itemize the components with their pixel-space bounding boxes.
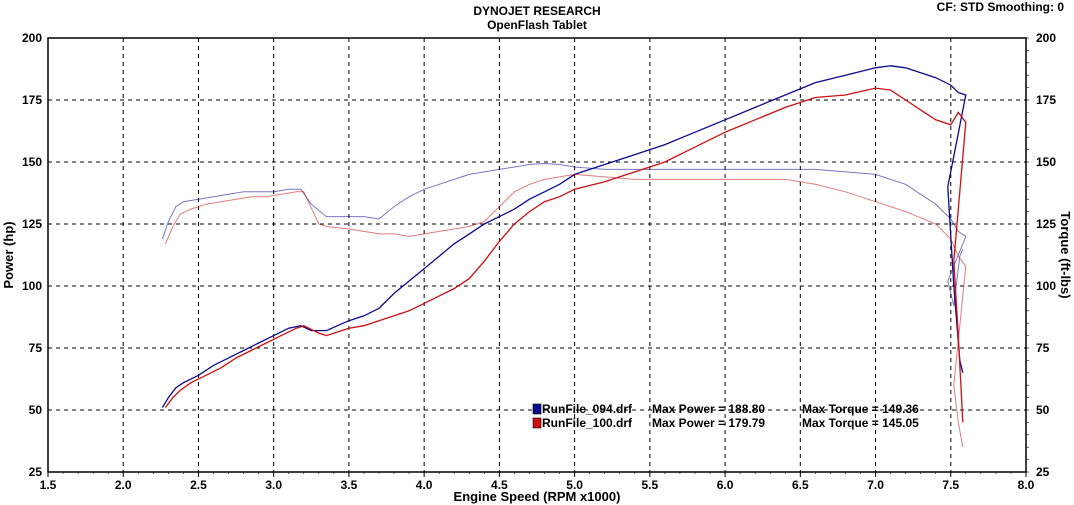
y2-tick-label: 50 [1036, 403, 1050, 417]
y2-tick-label: 175 [1036, 93, 1056, 107]
y-axis-label: Power (hp) [1, 221, 16, 288]
y2-tick-label: 150 [1036, 155, 1056, 169]
torque-line-1 [161, 162, 967, 306]
y2-tick-label: 200 [1036, 31, 1056, 45]
legend-file-name: RunFile_094.drf [542, 402, 633, 416]
y-tick-label: 100 [22, 279, 42, 293]
plot-area [47, 37, 1027, 473]
x-tick-label: 6.5 [792, 478, 809, 492]
y-tick-label: 200 [22, 31, 42, 45]
x-tick-label: 3.5 [341, 478, 358, 492]
legend-max-torque: Max Torque = 145.05 [802, 416, 919, 430]
x-tick-label: 3.0 [265, 478, 282, 492]
legend-max-power: Max Power = 188.80 [652, 402, 765, 416]
x-tick-label: 4.5 [491, 478, 508, 492]
y2-tick-label: 75 [1036, 341, 1050, 355]
x-tick-label: 7.5 [942, 478, 959, 492]
y2-tick-label: 125 [1036, 217, 1056, 231]
x-axis-label: Engine Speed (RPM x1000) [454, 489, 621, 504]
power-line-1 [161, 65, 967, 408]
legend-swatch-2 [532, 417, 542, 429]
x-tick-label: 5.5 [642, 478, 659, 492]
legend-max-torque: Max Torque = 149.36 [802, 402, 919, 416]
y-tick-label: 150 [22, 155, 42, 169]
x-tick-label: 4.0 [416, 478, 433, 492]
legend-file-name: RunFile_100.drf [542, 416, 633, 430]
x-tick-label: 2.5 [190, 478, 207, 492]
x-tick-label: 5.0 [566, 478, 583, 492]
x-tick-label: 8.0 [1018, 478, 1035, 492]
x-tick-label: 1.5 [40, 478, 57, 492]
y-tick-label: 125 [22, 217, 42, 231]
y-tick-label: 175 [22, 93, 42, 107]
y2-axis-label: Torque (ft-lbs) [1058, 211, 1073, 298]
y2-tick-label: 100 [1036, 279, 1056, 293]
settings-readout: CF: STD Smoothing: 0 [936, 0, 1064, 14]
x-tick-label: 2.0 [115, 478, 132, 492]
x-tick-label: 6.0 [717, 478, 734, 492]
legend-swatch-1 [532, 403, 542, 415]
chart-subtitle: OpenFlash Tablet [487, 18, 587, 32]
x-tick-label: 7.0 [867, 478, 884, 492]
y-tick-label: 75 [29, 341, 43, 355]
legend-max-power: Max Power = 179.79 [652, 416, 765, 430]
torque-line-2 [164, 173, 967, 448]
power-line-2 [164, 87, 967, 423]
chart-title: DYNOJET RESEARCH [473, 4, 601, 18]
y-tick-label: 25 [29, 465, 43, 479]
y2-tick-label: 25 [1036, 465, 1050, 479]
y-tick-label: 50 [29, 403, 43, 417]
